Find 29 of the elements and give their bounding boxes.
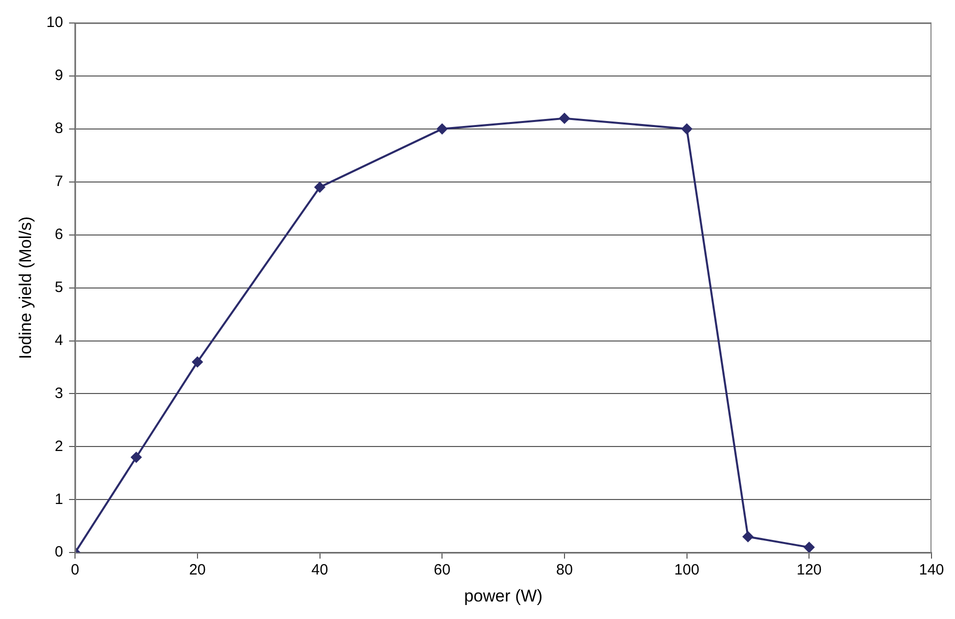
point bbox=[192, 356, 203, 368]
x-tick-label: 0 bbox=[70, 562, 80, 579]
x-tick-label: 100 bbox=[674, 562, 700, 579]
x-tick-label: 20 bbox=[189, 562, 206, 579]
y-tick-label: 4 bbox=[54, 332, 64, 349]
point bbox=[681, 123, 692, 134]
y-tick-label: 10 bbox=[46, 14, 64, 32]
y-axis-title: Iodine yield (Mol/s) bbox=[16, 216, 35, 360]
point bbox=[558, 112, 570, 124]
y-tick-label: 3 bbox=[54, 384, 64, 402]
point bbox=[436, 123, 448, 134]
point bbox=[742, 531, 754, 542]
x-tick-label: 60 bbox=[434, 562, 450, 579]
y-tick-label: 8 bbox=[54, 120, 64, 138]
y-tick-label: 1 bbox=[54, 490, 64, 508]
y-tick-label: 2 bbox=[54, 438, 64, 455]
x-tick-label: 80 bbox=[556, 562, 573, 579]
point bbox=[804, 542, 815, 553]
x-tick-label: 140 bbox=[918, 562, 944, 579]
point bbox=[314, 182, 326, 193]
y-tick-label: 7 bbox=[54, 173, 64, 190]
x-tick-label: 40 bbox=[311, 562, 328, 579]
y-tick-label: 6 bbox=[54, 226, 64, 243]
x-axis-title: power (W) bbox=[464, 586, 542, 606]
y-tick-label: 5 bbox=[54, 278, 64, 296]
y-tick-label: 9 bbox=[54, 67, 64, 84]
y-tick-label: 0 bbox=[54, 544, 64, 561]
point bbox=[130, 452, 142, 463]
x-tick-label: 120 bbox=[796, 562, 822, 579]
